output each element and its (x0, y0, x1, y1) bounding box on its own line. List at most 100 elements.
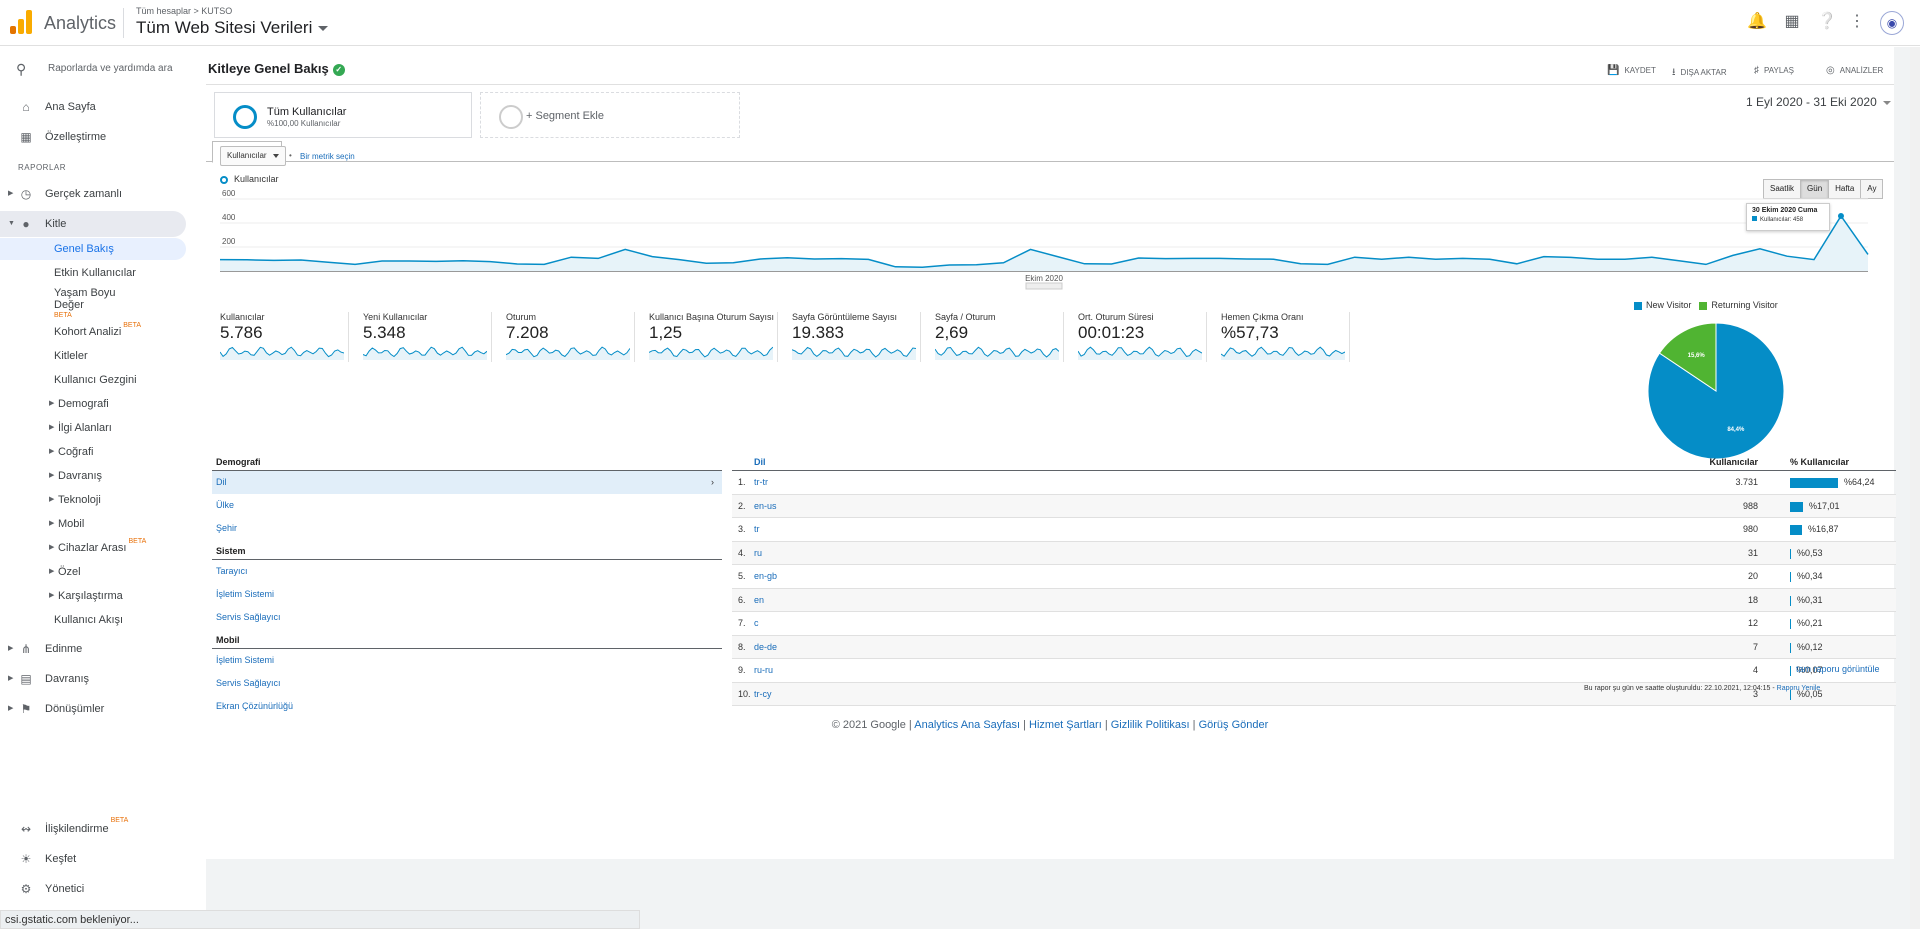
row-language-link[interactable]: en (754, 594, 765, 605)
table-row[interactable]: 8. de-de 7 %0,12 (732, 635, 1896, 659)
nav-label: Kitleler (54, 350, 88, 362)
dim-city[interactable]: Şehir (216, 523, 238, 533)
table-row[interactable]: 10. tr-cy 3 %0,05 (732, 682, 1896, 706)
more-vert-icon[interactable]: ⋮ (1849, 13, 1865, 30)
metric-card[interactable]: Sayfa / Oturum 2,69 (921, 312, 1064, 362)
dim-mobile-os[interactable]: İşletim Sistemi (216, 655, 275, 665)
table-row[interactable]: 2. en-us 988 %17,01 (732, 494, 1896, 518)
metric-card[interactable]: Oturum 7.208 (492, 312, 635, 362)
insights-button[interactable]: ◎ ANALİZLER (1826, 65, 1883, 76)
nav-users-flow[interactable]: Kullanıcı Akışı (0, 609, 186, 631)
table-row[interactable]: 1. tr-tr 3.731 %64,24 (732, 471, 1896, 495)
row-language-link[interactable]: tr (754, 524, 760, 534)
visitor-type-pie[interactable]: 84,4% 15,6% (1646, 321, 1786, 461)
row-language-link[interactable]: de-de (754, 641, 778, 652)
metric-card[interactable]: Kullanıcı Başına Oturum Sayısı 1,25 (635, 312, 778, 362)
nav-admin[interactable]: ⚙ Yönetici (0, 876, 186, 902)
scrollbar[interactable] (1910, 47, 1920, 929)
table-row[interactable]: 4. ru 31 %0,53 (732, 541, 1896, 565)
row-language-link[interactable]: tr-tr (754, 477, 768, 487)
share-button[interactable]: ♯ PAYLAŞ (1754, 65, 1794, 76)
table-row[interactable]: 6. en 18 %0,31 (732, 588, 1896, 612)
nav-customization[interactable]: ▦ Özelleştirme (0, 124, 186, 150)
dim-browser[interactable]: Tarayıcı (216, 566, 248, 576)
help-icon[interactable]: ❔ (1817, 13, 1837, 30)
verified-check-icon: ✓ (332, 63, 345, 76)
footer-link[interactable]: Görüş Gönder (1198, 719, 1269, 731)
nav-acquisition[interactable]: ▶ ⋔ Edinme (0, 636, 186, 662)
view-selector[interactable]: Tüm Web Sitesi Verileri (136, 18, 329, 38)
nav-interests[interactable]: ▶ İlgi Alanları (0, 417, 186, 439)
nav-cross-device[interactable]: ▶ Cihazlar ArasıBETA (0, 537, 186, 559)
dim-mobile-provider[interactable]: Servis Sağlayıcı (216, 678, 281, 688)
row-language-link[interactable]: en-us (754, 500, 777, 511)
nav-audience-overview[interactable]: Genel Bakış (0, 238, 186, 260)
date-range-picker[interactable]: 1 Eyl 2020 - 31 Eki 2020 (1746, 95, 1891, 109)
table-row[interactable]: 9. ru-ru 4 %0,07 (732, 659, 1896, 683)
analytics-logo[interactable] (10, 10, 32, 34)
table-row[interactable]: 3. tr 980 %16,87 (732, 518, 1896, 542)
metric-card[interactable]: Sayfa Görüntüleme Sayısı 19.383 (778, 312, 921, 362)
sparkline-line (792, 346, 916, 358)
export-button[interactable]: ⭳ DIŞA AKTAR (1672, 65, 1727, 82)
nav-benchmarking[interactable]: ▶ Karşılaştırma (0, 585, 186, 607)
metric-card[interactable]: Yeni Kullanıcılar 5.348 (349, 312, 492, 362)
nav-audience[interactable]: ▼ ● Kitle (0, 211, 186, 237)
users-line-chart[interactable]: 600 400 200 Ekim 2020 (206, 185, 1886, 297)
nav-discover[interactable]: ☀ Keşfet (0, 846, 186, 872)
nav-mobile[interactable]: ▶ Mobil (0, 513, 186, 535)
dim-provider[interactable]: Servis Sağlayıcı (216, 612, 281, 622)
apps-grid-icon[interactable]: ▦ (1784, 13, 1800, 30)
dim-language[interactable]: Dil (212, 471, 722, 494)
notifications-icon[interactable]: 🔔 (1747, 13, 1767, 30)
row-language-link[interactable]: ru-ru (754, 665, 774, 675)
save-button[interactable]: 💾 KAYDET (1607, 65, 1656, 76)
granularity-3[interactable]: Ay (1860, 179, 1884, 199)
row-index: 3. (738, 524, 746, 534)
nav-attribution[interactable]: ↭ İlişkilendirmeBETA (0, 816, 186, 842)
report-search[interactable]: ⚲ Raporlarda ve yardımda ara (0, 47, 192, 89)
dim-screen-resolution[interactable]: Ekran Çözünürlüğü (216, 701, 294, 711)
full-report-link[interactable]: tam raporu görüntüle (1796, 664, 1880, 674)
nav-realtime[interactable]: ▶ ◷ Gerçek zamanlı (0, 181, 186, 207)
refresh-report-link[interactable]: Raporu Yenile (1776, 685, 1821, 692)
row-pct-bar (1790, 548, 1791, 559)
row-language-link[interactable]: c (754, 618, 759, 628)
account-avatar[interactable]: ◉ (1880, 11, 1904, 35)
metric-card[interactable]: Hemen Çıkma Oranı %57,73 (1207, 312, 1350, 362)
table-row[interactable]: 7. c 12 %0,21 (732, 612, 1896, 636)
nav-lifetime-value[interactable]: Yaşam Boyu Değer BETA (0, 284, 186, 319)
row-language-link[interactable]: ru (754, 547, 763, 558)
table-row[interactable]: 5. en-gb 20 %0,34 (732, 565, 1896, 589)
nav-conversions[interactable]: ▶ ⚑ Dönüşümler (0, 696, 186, 722)
row-language-link[interactable]: tr-cy (754, 688, 772, 699)
metric-select[interactable]: Kullanıcılar (220, 146, 286, 166)
add-segment-button[interactable]: + Segment Ekle (480, 92, 740, 138)
segment-all-users[interactable]: Tüm Kullanıcılar %100,00 Kullanıcılar (214, 92, 472, 138)
select-metric-link[interactable]: Bir metrik seçin (300, 152, 355, 161)
account-breadcrumb[interactable]: Tüm hesaplar > KUTSO (136, 6, 233, 16)
nav-custom[interactable]: ▶ Özel (0, 561, 186, 583)
footer-link[interactable]: Hizmet Şartları (1029, 719, 1102, 731)
nav-geo[interactable]: ▶ Coğrafi (0, 441, 186, 463)
nav-demographics[interactable]: ▶ Demografi (0, 393, 186, 415)
nav-behavior-sub[interactable]: ▶ Davranış (0, 465, 186, 487)
nav-audiences[interactable]: Kitleler (0, 345, 186, 367)
metric-card[interactable]: Kullanıcılar 5.786 (206, 312, 349, 362)
metric-card[interactable]: Ort. Oturum Süresi 00:01:23 (1064, 312, 1207, 362)
nav-technology[interactable]: ▶ Teknoloji (0, 489, 186, 511)
nav-active-users[interactable]: Etkin Kullanıcılar (0, 262, 186, 284)
nav-user-explorer[interactable]: Kullanıcı Gezgini (0, 369, 186, 391)
footer-link[interactable]: Gizlilik Politikası (1110, 719, 1190, 731)
nav-behavior[interactable]: ▶ ▤ Davranış (0, 666, 186, 692)
generated-note: Bu rapor şu gün ve saatte oluşturuldu: 2… (1584, 685, 1820, 692)
app-name[interactable]: Analytics (44, 13, 117, 33)
nav-cohort[interactable]: Kohort AnaliziBETA (0, 321, 186, 343)
pie-legend-item[interactable]: New Visitor (1634, 300, 1691, 310)
nav-home[interactable]: ⌂ Ana Sayfa (0, 94, 186, 120)
dim-country[interactable]: Ülke (216, 500, 235, 510)
row-language-link[interactable]: en-gb (754, 571, 778, 581)
pie-legend-item[interactable]: Returning Visitor (1699, 300, 1778, 310)
dim-os[interactable]: İşletim Sistemi (216, 589, 275, 599)
footer-link[interactable]: Analytics Ana Sayfası (914, 719, 1021, 731)
